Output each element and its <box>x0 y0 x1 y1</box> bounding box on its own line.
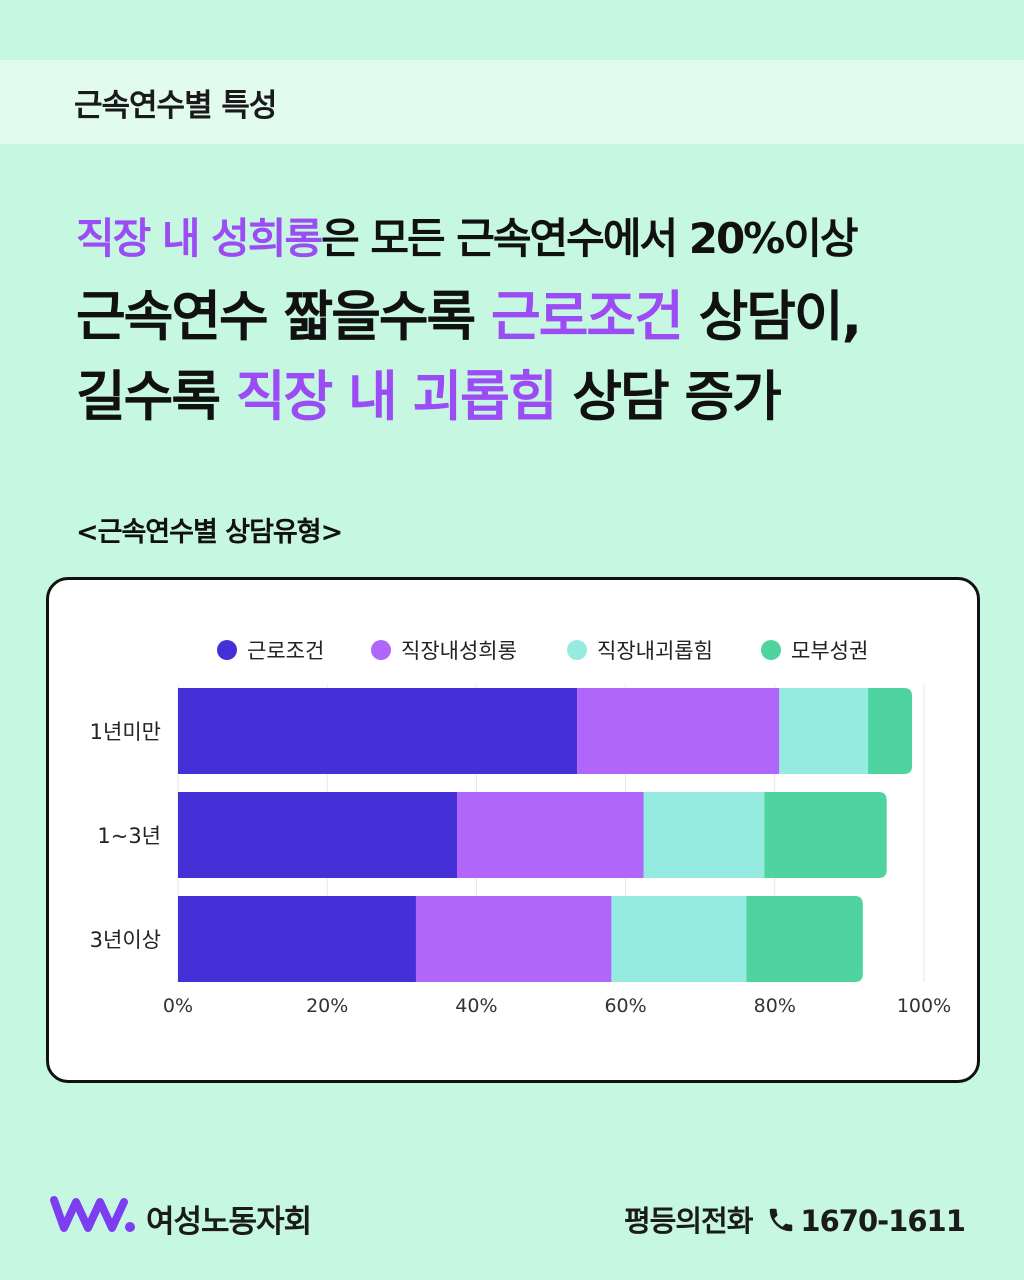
headline-highlight: 직장 내 괴롭힘 <box>235 365 558 428</box>
bar-segment <box>178 792 458 878</box>
legend-marker <box>761 640 781 660</box>
legend-label: 직장내괴롭힘 <box>597 639 713 663</box>
org-name: 여성노동자회 <box>146 1204 312 1240</box>
headline-text: 상담 증가 <box>555 365 782 428</box>
chart-card: 0% 20% 40% 60% 80% 100% 근로조건 직장내성희롱 직장내괴롭힘 모부성권 1년… <box>46 577 980 1083</box>
bar-segment <box>457 792 644 878</box>
x-tick-label: 60% <box>604 995 646 1017</box>
category-label: 1년미만 <box>90 720 161 744</box>
top-banner: 근속연수별 특성 <box>0 60 1024 144</box>
legend-label: 모부성권 <box>791 639 868 663</box>
headline-text: 길수록 <box>76 365 236 428</box>
bar-segment <box>415 896 612 982</box>
stacked-bar-chart: 0% 20% 40% 60% 80% 100% 근로조건 직장내성희롱 직장내괴롭힘 모부성권 1년… <box>90 639 951 1017</box>
category-label: 3년이상 <box>90 928 161 952</box>
bar-segment <box>577 688 780 774</box>
bar-segment <box>643 792 765 878</box>
legend-marker <box>371 640 391 660</box>
headline-text: 은 모든 근속연수에서 20%이상 <box>321 214 858 263</box>
x-tick-label: 80% <box>754 995 796 1017</box>
headline-text: 근속연수 짧을수록 <box>76 285 492 348</box>
headline-line-2: 근속연수 짧을수록 근로조건 상담이, <box>76 272 863 351</box>
hotline: 평등의전화 1670-1611 <box>624 1198 966 1240</box>
bar-segment <box>764 792 887 878</box>
legend-label: 근로조건 <box>247 639 324 663</box>
bar-segment <box>178 896 416 982</box>
headline-highlight: 직장 내 성희롱 <box>76 214 323 263</box>
x-tick-label: 0% <box>163 995 193 1017</box>
phone-number: 1670-1611 <box>800 1204 965 1238</box>
chart-caption: <근속연수별 상담유형> <box>76 517 343 548</box>
bar-segment <box>611 896 747 982</box>
bar-segment <box>868 688 913 774</box>
phone-icon <box>770 1208 793 1232</box>
legend-marker <box>217 640 237 660</box>
category-label: 1~3년 <box>97 824 161 848</box>
headline-highlight: 근로조건 <box>491 285 684 348</box>
page-title: 근속연수별 특성 <box>74 88 277 124</box>
legend-marker <box>567 640 587 660</box>
x-tick-label: 40% <box>455 995 497 1017</box>
bar-segment <box>779 688 869 774</box>
x-tick-label: 100% <box>897 995 951 1017</box>
w-logo-icon <box>50 1196 135 1232</box>
hotline-label: 평등의전화 <box>624 1204 753 1238</box>
bar-segment <box>178 688 578 774</box>
bar-segment <box>746 896 863 982</box>
headline-text: 상담이, <box>681 285 863 348</box>
x-tick-label: 20% <box>306 995 348 1017</box>
legend-label: 직장내성희롱 <box>401 639 517 663</box>
headline-line-1: 직장 내 성희롱은 모든 근속연수에서 20%이상 <box>76 205 859 266</box>
headline-line-3: 길수록 직장 내 괴롭힘 상담 증가 <box>76 352 782 431</box>
